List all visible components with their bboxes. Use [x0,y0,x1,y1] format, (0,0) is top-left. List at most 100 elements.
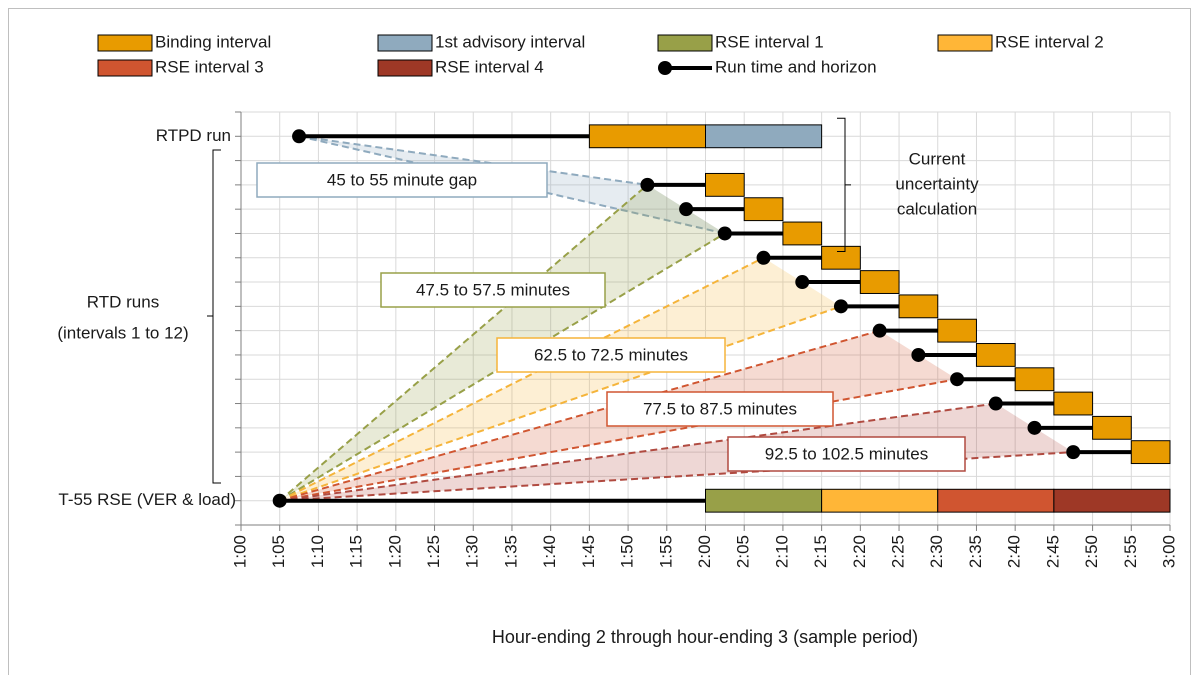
fan-edge [298,135,726,235]
bracket [837,117,851,252]
legend-label: RSE interval 4 [435,57,544,76]
row-label: T-55 RSE (VER & load) [58,490,236,509]
run-marker [988,396,1003,411]
row-label: RTD runs [87,292,159,311]
interval-bar [937,318,977,343]
x-tick-label: 2:05 [734,535,753,568]
x-tick-label: 2:50 [1082,535,1101,568]
annotation-label: 47.5 to 57.5 minutes [416,280,570,299]
x-tick-label: 2:20 [850,535,869,568]
x-tick-label: 1:20 [385,535,404,568]
fan-area [279,403,1074,501]
bracket-note: uncertainty [895,174,979,193]
x-axis-title: Hour-ending 2 through hour-ending 3 (sam… [492,627,918,647]
legend-label: Binding interval [155,32,271,51]
x-tick-label: 2:00 [695,535,714,568]
x-tick-label: 1:55 [656,535,675,568]
interval-bar [898,294,939,319]
x-tick-label: 1:35 [501,535,520,568]
fan-area [279,257,841,501]
run-marker [833,299,848,314]
x-tick-label: 1:50 [618,535,637,568]
run-marker [872,323,887,338]
x-tick-label: 2:40 [1005,535,1024,568]
run-marker [1066,445,1081,460]
annotation-label: 77.5 to 87.5 minutes [643,399,797,418]
x-tick-label: 1:05 [269,535,288,568]
x-tick-label: 1:25 [424,535,443,568]
legend-label: RSE interval 3 [155,57,264,76]
interval-bar [705,488,823,513]
annotation-label: 45 to 55 minute gap [327,170,477,189]
legend-label: RSE interval 2 [995,32,1104,51]
legend-swatch [97,34,153,52]
interval-bar [1014,367,1055,392]
interval-bar [705,124,823,149]
interval-bar [705,172,745,197]
annotation-box [606,391,834,427]
annotation-box [256,162,548,198]
interval-bar [821,245,861,270]
run-marker [911,347,926,362]
x-tick-label: 1:00 [230,535,249,568]
run-marker [679,202,694,217]
x-tick-label: 1:15 [347,535,366,568]
run-marker [272,493,287,508]
x-tick-label: 2:45 [1043,535,1062,568]
annotation-box [727,436,966,472]
run-marker [717,226,732,241]
run-marker [756,250,771,265]
x-tick-label: 2:30 [927,535,946,568]
annotation-box [380,272,606,308]
fan-edge [279,184,649,502]
interval-bar [1092,415,1132,440]
fan-edge [298,135,648,186]
fan-edge [279,256,765,502]
fan-edge [279,378,958,502]
run-marker [795,275,810,290]
bracket-note: Current [909,149,966,168]
fan-edge [279,329,880,502]
run-marker [640,177,655,192]
bracket [207,149,221,484]
run-marker [950,372,965,387]
interval-bar [743,197,784,222]
x-tick-label: 2:10 [772,535,791,568]
x-tick-label: 1:45 [579,535,598,568]
legend-label: Run time and horizon [715,57,877,76]
fan-area [299,136,725,234]
legend-swatch [658,61,672,75]
bracket-note: calculation [897,199,977,218]
interval-bar [1130,440,1171,465]
run-marker [292,129,307,144]
x-tick-label: 1:30 [463,535,482,568]
interval-bar [782,221,823,246]
x-tick-label: 2:55 [1121,535,1140,568]
run-marker [1027,420,1042,435]
legend-label: RSE interval 1 [715,32,824,51]
interval-bar [588,124,706,149]
x-tick-label: 3:00 [1159,535,1178,568]
interval-bar [821,488,939,513]
legend-swatch [377,34,433,52]
x-tick-label: 1:10 [308,535,327,568]
row-label: (intervals 1 to 12) [57,323,188,342]
row-label: RTPD run [156,126,231,145]
interval-bar [859,270,900,294]
annotation-label: 92.5 to 102.5 minutes [765,444,929,463]
legend-swatch [657,34,713,52]
interval-bar [937,488,1055,513]
legend-swatch [377,59,433,77]
interval-bar [1053,391,1094,416]
x-tick-label: 1:40 [540,535,559,568]
legend-label: 1st advisory interval [435,32,585,51]
interval-bar [1053,488,1171,513]
x-tick-label: 2:35 [966,535,985,568]
x-tick-label: 2:15 [811,535,830,568]
x-tick-label: 2:25 [889,535,908,568]
annotation-box [496,337,726,373]
interval-bar [975,343,1016,367]
annotation-label: 62.5 to 72.5 minutes [534,345,688,364]
legend-swatch [97,59,153,77]
